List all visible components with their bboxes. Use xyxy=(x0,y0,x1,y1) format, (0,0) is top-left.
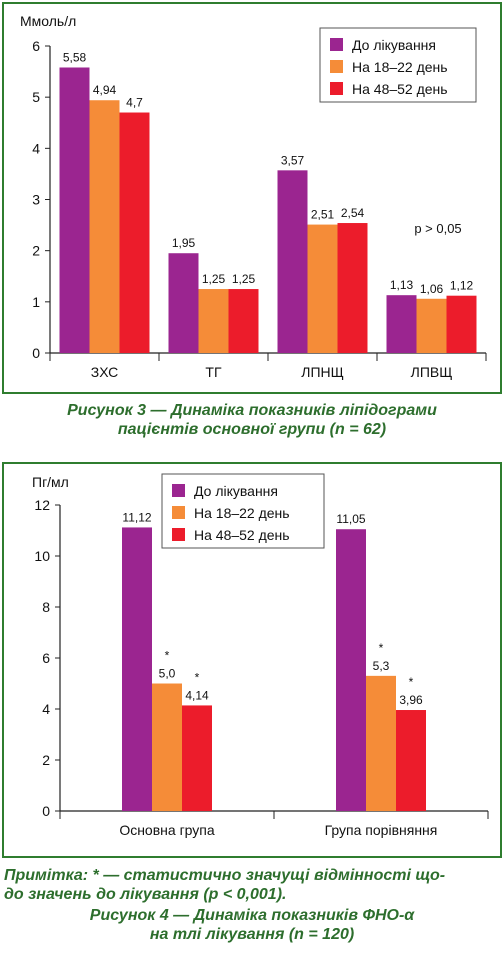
legend-box xyxy=(161,473,325,549)
bar-value-label: 1,13 xyxy=(390,278,414,292)
bar xyxy=(168,253,199,353)
figure-3-caption: Рисунок 3 — Динаміка показників ліпідогр… xyxy=(0,401,504,439)
bar xyxy=(228,289,259,353)
significance-mark: * xyxy=(379,641,384,655)
figure-4-caption-line-2: на тлі лікування (n = 120) xyxy=(149,926,355,943)
significance-mark: * xyxy=(165,649,170,663)
x-category-label: ЛПНЩ xyxy=(301,364,344,380)
y-tick-label: 1 xyxy=(32,294,40,310)
y-tick-label: 2 xyxy=(32,243,40,259)
legend-label: На 18–22 день xyxy=(352,59,448,75)
y-tick-label: 4 xyxy=(32,140,40,156)
bar-value-label: 11,12 xyxy=(122,510,151,524)
y-tick-label: 5 xyxy=(32,89,40,105)
x-category-label: Група порівняння xyxy=(325,822,438,838)
legend-swatch xyxy=(330,60,343,73)
legend-label: На 18–22 день xyxy=(194,505,290,521)
bar xyxy=(386,295,417,353)
legend-swatch xyxy=(330,38,343,51)
bar-value-label: 1,12 xyxy=(450,279,474,293)
figure-4-note-line-1: Примітка: * — статистично значущі відмін… xyxy=(4,867,446,884)
bar xyxy=(307,224,338,353)
bar xyxy=(59,67,90,354)
p-value-annotation: p > 0,05 xyxy=(414,221,461,236)
bar xyxy=(366,675,396,811)
bar xyxy=(416,298,447,353)
x-category-label: ЛПВЩ xyxy=(411,364,453,380)
bar-value-label: 4,7 xyxy=(126,96,143,110)
bar xyxy=(182,705,212,811)
bar-value-label: 5,0 xyxy=(159,667,176,681)
bar-value-label: 2,51 xyxy=(311,208,335,222)
y-axis-title: Пг/мл xyxy=(32,474,69,490)
legend-swatch xyxy=(172,528,185,541)
legend-label: До лікування xyxy=(194,483,278,499)
legend-label: До лікування xyxy=(352,37,436,53)
y-tick-label: 12 xyxy=(34,497,50,513)
figure-4-note: Примітка: * — статистично значущі відмін… xyxy=(4,866,500,904)
legend-swatch xyxy=(172,484,185,497)
x-category-label: ТГ xyxy=(205,364,222,380)
bar xyxy=(277,170,308,353)
bar xyxy=(89,100,120,353)
y-tick-label: 10 xyxy=(34,548,50,564)
tnf-bar-chart: Пг/мл 0 2 4 6 8 10 12 Основна група Група порівня… xyxy=(32,473,489,838)
bar-value-label: 11,05 xyxy=(336,512,365,526)
significance-mark: * xyxy=(409,675,414,689)
y-tick-label: 0 xyxy=(42,803,50,819)
bar xyxy=(336,529,366,811)
legend-label: На 48–52 день xyxy=(194,527,290,543)
legend-swatch xyxy=(172,506,185,519)
legend-swatch xyxy=(330,82,343,95)
lipidogram-bar-chart: Ммоль/л 0 1 2 3 4 5 6 ЗХС ТГ ЛПНЩ ЛПВЩ 5,58 1,95 3,57 1… xyxy=(20,13,487,380)
bar-value-label: 4,94 xyxy=(93,83,117,97)
bar xyxy=(396,710,426,811)
bar xyxy=(152,683,182,811)
y-tick-label: 0 xyxy=(32,345,40,361)
bar-value-label: 5,58 xyxy=(63,50,87,64)
bar xyxy=(446,295,477,353)
y-tick-label: 8 xyxy=(42,599,50,615)
bar-value-label: 1,25 xyxy=(202,272,226,286)
figure-4-caption: Рисунок 4 — Динаміка показників ФНО-α на… xyxy=(0,906,504,944)
bar-value-label: 3,57 xyxy=(281,153,305,167)
figure-4-caption-line-1: Рисунок 4 — Динаміка показників ФНО-α xyxy=(89,907,415,924)
legend-label: На 48–52 день xyxy=(352,81,448,97)
y-tick-label: 4 xyxy=(42,701,50,717)
y-tick-label: 2 xyxy=(42,752,50,768)
bar-value-label: 4,14 xyxy=(185,688,209,702)
figure-3-caption-line-1: Рисунок 3 — Динаміка показників ліпідогр… xyxy=(67,402,437,419)
bar xyxy=(198,289,229,353)
bar-value-label: 1,25 xyxy=(232,272,256,286)
x-category-label: ЗХС xyxy=(91,364,118,380)
bar xyxy=(337,223,368,353)
y-axis-title: Ммоль/л xyxy=(20,13,76,29)
figure-4-note-line-2: до значень до лікування (p < 0,001). xyxy=(4,886,287,903)
y-tick-label: 6 xyxy=(32,38,40,54)
significance-mark: * xyxy=(195,670,200,684)
y-tick-label: 3 xyxy=(32,192,40,208)
x-category-label: Основна група xyxy=(119,822,215,838)
bar-value-label: 1,95 xyxy=(172,236,196,250)
bar-value-label: 3,96 xyxy=(399,693,423,707)
bar-value-label: 2,54 xyxy=(341,206,365,220)
bar xyxy=(122,527,152,811)
bar-value-label: 1,06 xyxy=(420,282,444,296)
y-tick-label: 6 xyxy=(42,650,50,666)
figure-3-caption-line-2: пацієнтів основної групи (n = 62) xyxy=(117,421,387,438)
bar-value-label: 5,3 xyxy=(373,659,390,673)
legend-box xyxy=(319,27,477,103)
bar xyxy=(119,112,150,354)
